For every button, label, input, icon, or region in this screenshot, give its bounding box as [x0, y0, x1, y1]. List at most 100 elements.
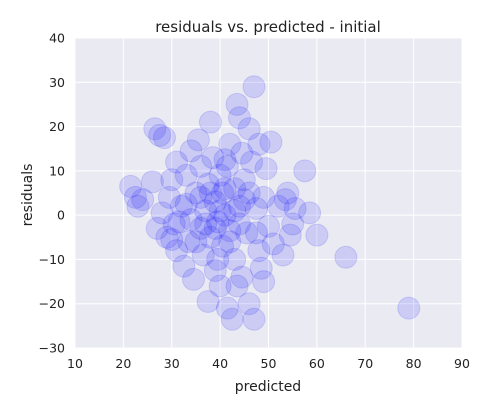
scatter-point — [203, 190, 227, 214]
scatter-point — [237, 181, 261, 205]
scatter-point — [215, 296, 239, 320]
scatter-point — [232, 168, 256, 192]
grid — [74, 37, 463, 349]
x-tick-label: 50 — [261, 356, 277, 371]
scatter-point — [273, 188, 297, 212]
scatter-point — [225, 92, 249, 116]
scatter-point — [198, 225, 222, 249]
x-tick-label: 90 — [454, 356, 470, 371]
scatter-point — [213, 203, 237, 227]
scatter-point — [247, 132, 271, 156]
x-tick-label: 10 — [67, 356, 83, 371]
scatter-point — [247, 239, 271, 263]
scatter-point — [208, 274, 232, 298]
scatter-point — [257, 214, 280, 238]
y-tick-label: 0 — [57, 208, 65, 223]
y-axis-label: residuals — [20, 164, 36, 227]
y-tick-label: −30 — [39, 341, 65, 356]
x-tick-label: 60 — [309, 356, 325, 371]
scatter-point — [126, 194, 150, 218]
x-tick-label: 70 — [357, 356, 373, 371]
y-tick-label: 20 — [49, 119, 65, 134]
scatter-point — [215, 154, 239, 178]
scatter-point — [254, 157, 278, 181]
scatter-point — [165, 239, 189, 263]
scatter-point — [165, 150, 189, 174]
scatter-point — [157, 185, 181, 209]
scatter-point — [145, 216, 169, 240]
scatter-point — [227, 212, 251, 236]
scatter-point — [244, 197, 268, 220]
scatter-point — [223, 177, 247, 201]
scatter-point — [227, 106, 251, 130]
scatter-point — [196, 172, 220, 196]
scatter-point — [123, 185, 147, 209]
scatter-point — [223, 199, 247, 223]
scatter-point — [119, 174, 143, 198]
scatter-point — [194, 199, 218, 223]
scatter-point — [143, 117, 167, 141]
data-points — [119, 75, 421, 331]
scatter-point — [281, 212, 305, 236]
scatter-point — [220, 307, 244, 331]
scatter-point — [160, 228, 184, 251]
scatter-point — [227, 194, 251, 218]
scatter-point — [179, 208, 203, 232]
scatter-point — [213, 148, 237, 172]
y-tick-label: −10 — [39, 252, 65, 267]
scatter-point — [259, 130, 283, 154]
y-tick-label: 30 — [49, 75, 65, 90]
scatter-point — [184, 230, 208, 254]
scatter-point — [276, 181, 300, 205]
x-tick-label: 80 — [406, 356, 422, 371]
scatter-point — [242, 75, 266, 99]
scatter-point — [232, 188, 256, 212]
scatter-point — [184, 181, 208, 205]
scatter-point — [278, 223, 302, 247]
x-tick-label: 40 — [212, 356, 228, 371]
scatter-point — [196, 290, 220, 313]
scatter-point — [206, 247, 230, 271]
scatter-point — [218, 230, 242, 254]
scatter-point — [169, 194, 193, 218]
scatter-point — [249, 256, 273, 280]
scatter-point — [244, 221, 268, 245]
scatter-point — [218, 132, 242, 156]
scatter-point — [271, 243, 295, 267]
scatter-point — [189, 154, 213, 178]
scatter-point — [198, 110, 222, 134]
scatter-point — [235, 221, 259, 245]
scatter-point — [225, 274, 249, 298]
scatter-point — [230, 265, 254, 289]
scatter-point — [189, 216, 213, 240]
y-tick-label: 40 — [49, 31, 65, 46]
scatter-point — [266, 194, 290, 218]
scatter-point — [167, 210, 191, 234]
scatter-point — [218, 219, 242, 243]
scatter-point — [252, 185, 276, 209]
scatter-point — [152, 126, 176, 150]
scatter-point — [203, 216, 227, 240]
scatter-point — [242, 307, 266, 331]
scatter-point — [174, 192, 198, 216]
scatter-point — [211, 234, 235, 258]
scatter-point — [208, 163, 232, 187]
scatter-point — [240, 150, 264, 174]
chart-title: residuals vs. predicted - initial — [155, 18, 381, 36]
scatter-point — [186, 128, 210, 152]
scatter-point — [261, 232, 285, 256]
scatter-point — [194, 212, 218, 236]
scatter-point — [179, 139, 203, 163]
scatter-point — [252, 270, 276, 294]
y-tick-label: 10 — [49, 163, 65, 178]
scatter-point — [305, 223, 329, 247]
scatter-point — [131, 188, 155, 212]
scatter-point — [201, 146, 225, 170]
scatter-point — [162, 212, 186, 236]
scatter-point — [155, 225, 179, 249]
scatter-point — [148, 123, 172, 147]
scatter-point — [191, 243, 215, 267]
scatter-point — [160, 168, 184, 192]
scatter-point — [237, 117, 261, 141]
